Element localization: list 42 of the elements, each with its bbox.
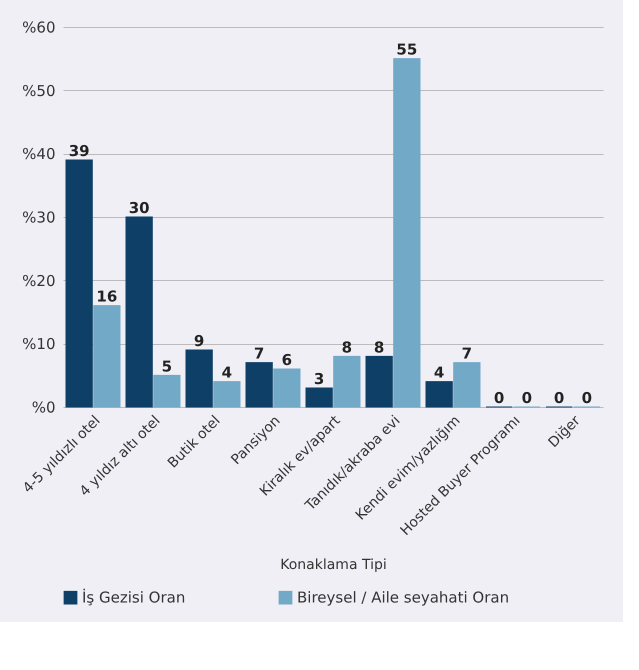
data-label: 0 bbox=[582, 389, 592, 407]
y-tick-label: %10 bbox=[22, 335, 56, 354]
legend-label: İş Gezisi Oran bbox=[82, 588, 186, 607]
bar bbox=[333, 356, 360, 408]
data-label: 39 bbox=[68, 142, 90, 160]
bar bbox=[426, 381, 453, 408]
data-label: 9 bbox=[194, 332, 204, 350]
bar bbox=[366, 356, 393, 408]
bar bbox=[273, 368, 300, 408]
data-label: 3 bbox=[314, 370, 324, 388]
y-tick-label: %30 bbox=[22, 208, 56, 226]
data-label: 30 bbox=[128, 199, 150, 217]
data-label: 8 bbox=[374, 338, 384, 356]
data-label: 16 bbox=[96, 288, 118, 306]
y-tick-label: %60 bbox=[22, 18, 56, 36]
bar bbox=[246, 362, 273, 408]
data-label: 7 bbox=[462, 344, 472, 363]
data-label: 6 bbox=[282, 351, 292, 369]
y-tick-label: %40 bbox=[22, 145, 56, 164]
bar bbox=[393, 58, 420, 408]
data-label: 0 bbox=[522, 389, 532, 407]
data-label: 4 bbox=[434, 364, 444, 382]
y-tick-label: %50 bbox=[22, 82, 56, 100]
bar bbox=[126, 216, 153, 408]
bar bbox=[66, 160, 93, 408]
bar bbox=[453, 362, 480, 408]
bar bbox=[213, 381, 240, 408]
data-label: 8 bbox=[342, 338, 352, 356]
data-label: 0 bbox=[494, 389, 504, 407]
bar bbox=[93, 305, 120, 408]
data-label: 5 bbox=[162, 357, 172, 376]
data-label: 0 bbox=[554, 389, 564, 407]
bar bbox=[153, 374, 180, 408]
data-label: 4 bbox=[222, 364, 232, 382]
bar bbox=[306, 388, 333, 408]
data-label: 55 bbox=[396, 40, 418, 59]
y-tick-label: %0 bbox=[32, 398, 56, 416]
x-axis-title: Konaklama Tipi bbox=[280, 557, 387, 574]
bar bbox=[186, 350, 213, 408]
y-tick-label: %20 bbox=[22, 272, 56, 290]
legend-label: Bireysel / Aile seyahati Oran bbox=[297, 588, 510, 607]
data-label: 7 bbox=[254, 344, 264, 363]
